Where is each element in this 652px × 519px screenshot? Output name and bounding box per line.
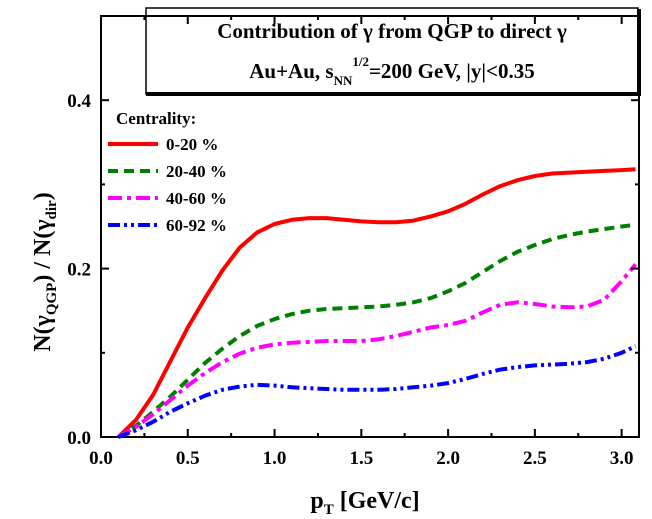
legend-label-1: 0-20 %: [166, 135, 218, 154]
x-label-subscript: T: [324, 502, 334, 518]
x-tick-label: 0.5: [176, 448, 200, 469]
series-line-3: [117, 263, 638, 439]
y-tick-label: 0.4: [67, 91, 91, 112]
y-label-part2: ) / N(γ: [30, 219, 56, 282]
y-label-sub2: dir: [44, 200, 60, 220]
x-tick-label: 1.5: [349, 448, 373, 469]
x-tick-label: 0.0: [89, 448, 113, 469]
y-label-part1: N(γ: [30, 315, 56, 352]
subtitle-prefix: Au+Au, s: [249, 59, 333, 83]
x-tick-label: 3.0: [610, 448, 634, 469]
x-label-main: p: [310, 488, 323, 514]
subtitle-superscript: 1/2: [352, 54, 369, 69]
subtitle-suffix: =200 GeV, |y|<0.35: [369, 59, 535, 83]
subtitle-subscript: NN: [334, 73, 353, 88]
y-tick-label: 0.0: [67, 428, 91, 449]
chart-title: Contribution of γ from QGP to direct γ: [217, 19, 567, 43]
plot-frame: [100, 15, 640, 438]
legend-label-2: 20-40 %: [166, 162, 227, 181]
series-line-4: [117, 344, 637, 439]
y-label-sub1: QGP: [44, 283, 60, 316]
x-label-rest: [GeV/c]: [334, 488, 420, 514]
y-tick-label: 0.2: [67, 260, 91, 281]
legend-entries: 0-20 % 20-40 % 40-60 % 60-92 %: [108, 135, 227, 235]
legend: Centrality: 0-20 % 20-40 % 40-60 % 60-92 %: [108, 109, 227, 235]
legend-title: Centrality:: [116, 109, 196, 128]
legend-label-3: 40-60 %: [166, 189, 227, 208]
x-tick-label: 2.5: [523, 448, 547, 469]
series-line-1: [117, 167, 636, 439]
axis-ticks: 0.0 0.5 1.0 1.5 2.0 2.5 3.0 0.0 0.2 0.4: [67, 15, 639, 469]
legend-label-4: 60-92 %: [166, 216, 227, 235]
title-box: Contribution of γ from QGP to direct γ A…: [145, 7, 641, 96]
y-axis-label: N(γQGP) / N(γdir): [30, 192, 60, 351]
plot-area: [100, 15, 640, 439]
y-label-part3: ): [30, 192, 56, 200]
x-tick-label: 2.0: [436, 448, 460, 469]
x-axis-label: pT [GeV/c]: [310, 488, 419, 518]
chart-subtitle: Au+Au, sNN 1/2=200 GeV, |y|<0.35: [249, 54, 535, 88]
x-tick-label: 1.0: [263, 448, 287, 469]
series-line-2: [117, 222, 636, 439]
